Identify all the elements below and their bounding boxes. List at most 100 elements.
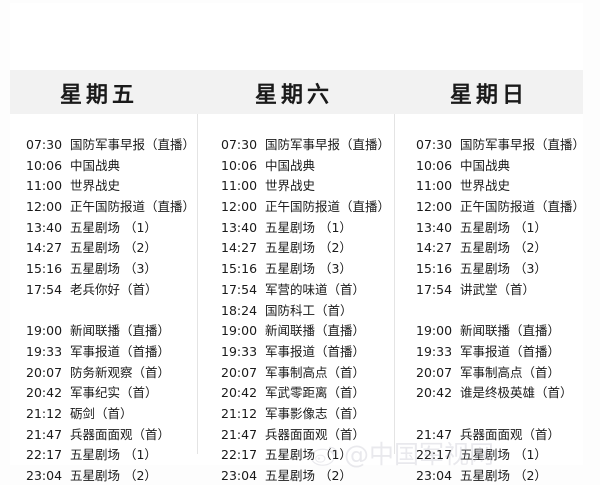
schedule-card: 星期五 星期六 星期日 07:30 国防军事早报（直播） 10:06 中国战典 11:0… xyxy=(10,3,585,483)
day-header-friday: 星期五 xyxy=(60,83,139,108)
program-time: 21:12 xyxy=(221,405,258,421)
schedule-row[interactable]: 17:54 军营的味道（首） xyxy=(221,279,411,300)
schedule-row[interactable]: 10:06 中国战典 xyxy=(416,155,600,176)
program-time: 12:00 xyxy=(221,199,258,215)
schedule-row[interactable]: 19:00 新闻联播（直播） xyxy=(416,320,600,341)
schedule-row[interactable]: 07:30 国防军事早报（直播） xyxy=(416,134,600,155)
program-title: 军事报道（首播） xyxy=(460,343,561,359)
program-title: 五星剧场 （2） xyxy=(265,468,352,483)
program-time: 15:16 xyxy=(26,261,63,277)
program-title: 五星剧场 （3） xyxy=(265,261,352,277)
program-title: 兵器面面观（首） xyxy=(70,426,171,442)
column-divider xyxy=(197,114,198,454)
program-title: 正午国防报道（直播） xyxy=(265,199,391,215)
schedule-row[interactable]: 11:00 世界战史 xyxy=(221,175,411,196)
schedule-row[interactable]: 21:47 兵器面面观（首） xyxy=(26,424,216,445)
day-header-band xyxy=(10,70,583,114)
schedule-row-spacer xyxy=(416,300,600,321)
schedule-row[interactable]: 20:07 军事制高点（首） xyxy=(221,362,411,383)
schedule-row[interactable]: 12:00 正午国防报道（直播） xyxy=(26,196,216,217)
schedule-row[interactable]: 21:12 砺剑（首） xyxy=(26,403,216,424)
schedule-row[interactable]: 10:06 中国战典 xyxy=(26,155,216,176)
program-time: 23:04 xyxy=(221,468,258,483)
schedule-row[interactable]: 19:00 新闻联播（直播） xyxy=(26,320,216,341)
program-title: 兵器面面观（首） xyxy=(265,426,366,442)
schedule-row[interactable]: 13:40 五星剧场 （1） xyxy=(221,217,411,238)
schedule-row[interactable]: 19:33 军事报道（首播） xyxy=(221,341,411,362)
schedule-row[interactable]: 18:24 国防科工（首） xyxy=(221,300,411,321)
schedule-row[interactable]: 22:17 五星剧场 （1） xyxy=(26,444,216,465)
program-title: 五星剧场 （1） xyxy=(265,219,352,235)
schedule-row[interactable]: 20:42 谁是终极英雄（首） xyxy=(416,382,600,403)
schedule-row[interactable]: 20:42 军事纪实（首） xyxy=(26,382,216,403)
program-title: 防务新观察（首） xyxy=(70,364,171,380)
program-time: 20:07 xyxy=(416,364,453,380)
schedule-row[interactable]: 13:40 五星剧场 （1） xyxy=(26,217,216,238)
program-time: 20:07 xyxy=(26,364,63,380)
program-time: 13:40 xyxy=(26,219,63,235)
schedule-row[interactable]: 14:27 五星剧场 （2） xyxy=(416,237,600,258)
program-time: 20:42 xyxy=(221,385,258,401)
program-title: 五星剧场 （1） xyxy=(460,447,547,463)
program-time: 15:16 xyxy=(416,261,453,277)
schedule-row[interactable]: 15:16 五星剧场 （3） xyxy=(221,258,411,279)
program-time: 23:04 xyxy=(26,468,63,483)
schedule-row[interactable]: 23:04 五星剧场 （2） xyxy=(416,465,600,486)
schedule-row[interactable]: 11:00 世界战史 xyxy=(416,175,600,196)
program-title: 世界战史 xyxy=(265,178,316,194)
schedule-row[interactable]: 10:06 中国战典 xyxy=(221,155,411,176)
column-divider xyxy=(394,114,395,454)
program-time: 17:54 xyxy=(221,281,258,297)
schedule-row[interactable]: 22:17 五星剧场 （1） xyxy=(416,444,600,465)
schedule-row[interactable]: 15:16 五星剧场 （3） xyxy=(26,258,216,279)
program-time: 07:30 xyxy=(26,137,63,152)
program-title: 中国战典 xyxy=(70,157,121,173)
program-time: 19:33 xyxy=(26,343,63,359)
program-time: 10:06 xyxy=(26,157,63,173)
program-title: 军营的味道（首） xyxy=(265,281,366,297)
schedule-row[interactable]: 12:00 正午国防报道（直播） xyxy=(221,196,411,217)
program-title: 五星剧场 （3） xyxy=(460,261,547,277)
schedule-row[interactable]: 21:47 兵器面面观（首） xyxy=(221,424,411,445)
schedule-row[interactable]: 20:42 军武零距离（首） xyxy=(221,382,411,403)
schedule-row[interactable]: 21:12 军事影像志（首） xyxy=(221,403,411,424)
schedule-row[interactable]: 19:33 军事报道（首播） xyxy=(26,341,216,362)
program-time: 18:24 xyxy=(221,302,258,318)
schedule-row[interactable]: 14:27 五星剧场 （2） xyxy=(221,237,411,258)
program-time: 22:17 xyxy=(26,447,63,463)
program-title: 军武零距离（首） xyxy=(265,385,366,401)
schedule-row[interactable]: 11:00 世界战史 xyxy=(26,175,216,196)
schedule-row[interactable]: 07:30 国防军事早报（直播） xyxy=(221,134,411,155)
program-time: 19:33 xyxy=(221,343,258,359)
schedule-row[interactable]: 07:30 国防军事早报（直播） xyxy=(26,134,216,155)
schedule-row[interactable]: 21:47 兵器面面观（首） xyxy=(416,424,600,445)
schedule-row[interactable]: 20:07 军事制高点（首） xyxy=(416,362,600,383)
program-time: 11:00 xyxy=(221,178,258,194)
program-title: 谁是终极英雄（首） xyxy=(460,385,573,401)
program-title: 新闻联播（直播） xyxy=(460,323,561,339)
schedule-row[interactable]: 19:00 新闻联播（直播） xyxy=(221,320,411,341)
program-time: 15:16 xyxy=(221,261,258,277)
program-time: 23:04 xyxy=(416,468,453,483)
program-title: 五星剧场 （1） xyxy=(70,219,157,235)
program-title: 新闻联播（直播） xyxy=(265,323,366,339)
schedule-column-friday: 07:30 国防军事早报（直播） 10:06 中国战典 11:00 世界战史 12:00 正午… xyxy=(26,134,216,486)
schedule-row[interactable]: 15:16 五星剧场 （3） xyxy=(416,258,600,279)
schedule-row[interactable]: 22:17 五星剧场 （1） xyxy=(221,444,411,465)
schedule-row[interactable]: 19:33 军事报道（首播） xyxy=(416,341,600,362)
schedule-row[interactable]: 20:07 防务新观察（首） xyxy=(26,362,216,383)
program-title: 五星剧场 （1） xyxy=(265,447,352,463)
schedule-row[interactable]: 12:00 正午国防报道（直播） xyxy=(416,196,600,217)
program-time: 14:27 xyxy=(221,240,258,256)
schedule-row[interactable]: 23:04 五星剧场 （2） xyxy=(221,465,411,486)
program-title: 五星剧场 （1） xyxy=(70,447,157,463)
program-title: 军事影像志（首） xyxy=(265,405,366,421)
program-time: 19:00 xyxy=(221,323,258,339)
day-header-saturday: 星期六 xyxy=(255,83,334,108)
schedule-row[interactable]: 17:54 讲武堂（首） xyxy=(416,279,600,300)
schedule-row[interactable]: 13:40 五星剧场 （1） xyxy=(416,217,600,238)
schedule-row[interactable]: 17:54 老兵你好（首） xyxy=(26,279,216,300)
program-title: 军事报道（首播） xyxy=(70,343,171,359)
schedule-row[interactable]: 23:04 五星剧场 （2） xyxy=(26,465,216,486)
schedule-row[interactable]: 14:27 五星剧场 （2） xyxy=(26,237,216,258)
